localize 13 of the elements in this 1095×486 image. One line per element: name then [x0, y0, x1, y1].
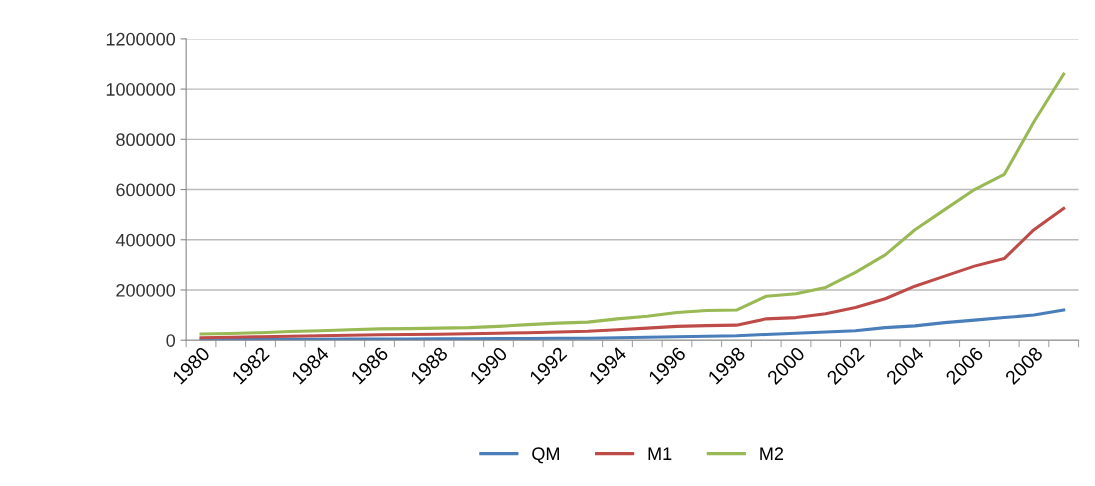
y-tick-label: 0 [166, 334, 176, 347]
line-series [199, 72, 1066, 336]
y-tick-label: 800000 [116, 133, 176, 147]
legend-label: M2 [760, 447, 784, 460]
line-series [199, 206, 1066, 340]
line-series [199, 308, 1066, 341]
y-tick-label: 1200000 [106, 32, 176, 46]
legend-label: M1 [648, 447, 672, 460]
y-tick-label: 400000 [115, 233, 176, 247]
legend-label: QM [532, 447, 559, 464]
y-tick-label: 600000 [116, 183, 176, 197]
y-tick-label: 200000 [116, 283, 176, 297]
y-tick-label: 1000000 [106, 83, 176, 96]
